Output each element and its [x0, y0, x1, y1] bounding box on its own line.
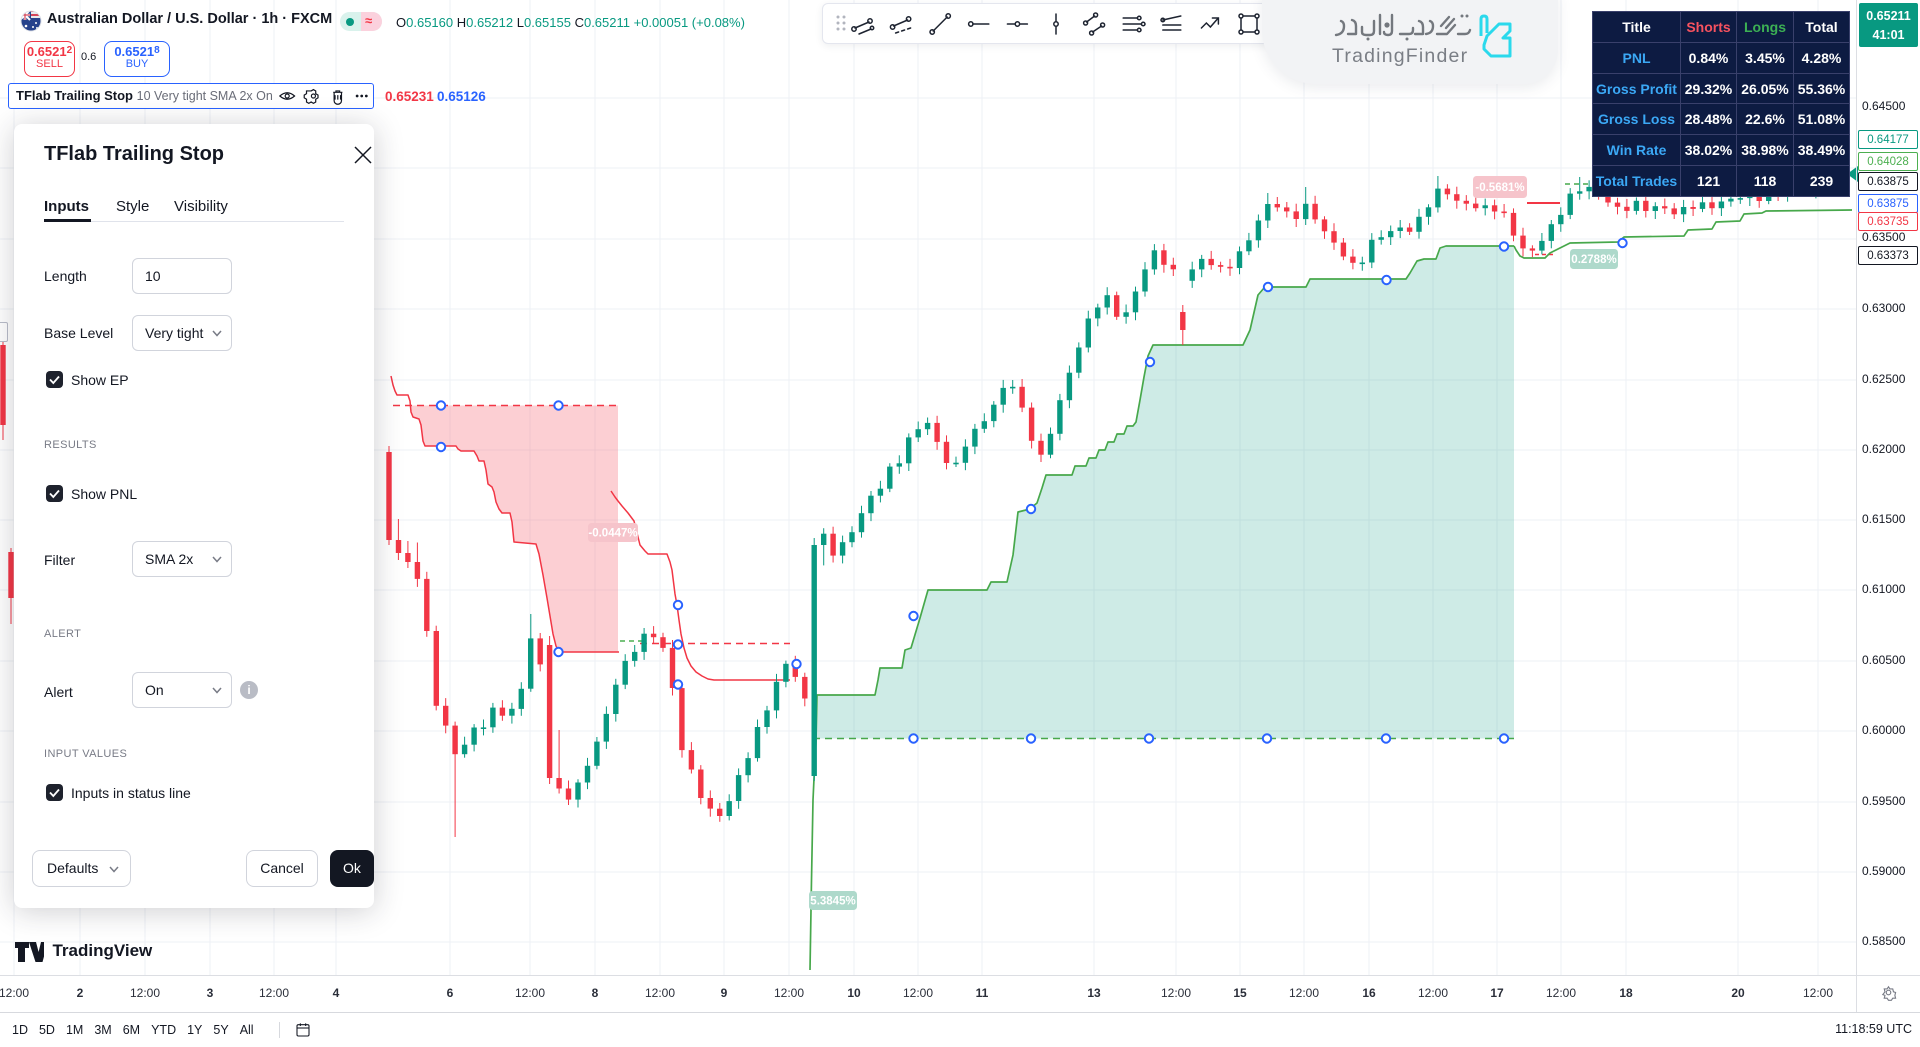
svg-text:-0.0447%: -0.0447%	[588, 528, 637, 540]
svg-text:0.2788%: 0.2788%	[1571, 254, 1616, 266]
svg-text:-0.5681%: -0.5681%	[1475, 182, 1524, 194]
svg-text:TradingFinder: TradingFinder	[1332, 45, 1468, 67]
svg-text:5.3845%: 5.3845%	[810, 896, 855, 908]
